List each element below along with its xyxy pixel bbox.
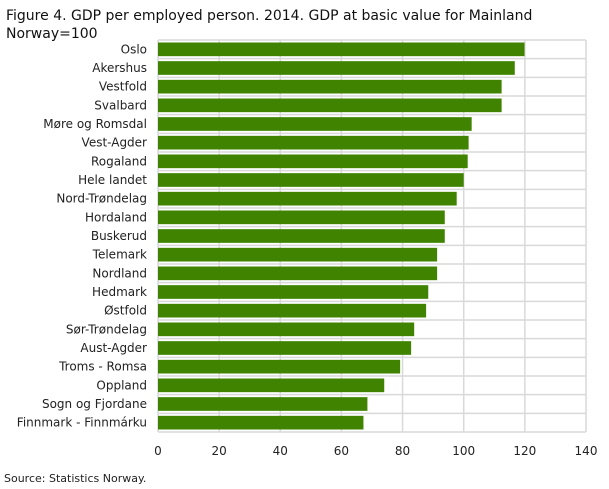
bar-nord-trøndelag bbox=[158, 191, 457, 206]
x-tick-label: 0 bbox=[154, 444, 162, 458]
category-label: Møre og Romsdal bbox=[43, 117, 147, 131]
x-tick-label: 140 bbox=[575, 444, 598, 458]
chart-title: Figure 4. GDP per employed person. 2014.… bbox=[6, 8, 533, 42]
category-label: Vest-Agder bbox=[82, 136, 148, 150]
bar-aust-agder bbox=[158, 341, 412, 355]
bar-oslo bbox=[158, 42, 525, 57]
category-label: Nordland bbox=[92, 266, 147, 280]
category-label: Hordaland bbox=[85, 210, 147, 224]
category-label: Oslo bbox=[121, 42, 147, 56]
bar-vestfold bbox=[158, 79, 502, 94]
bar-hordaland bbox=[158, 210, 445, 225]
category-label: Sør-Trøndelag bbox=[66, 322, 147, 336]
bar-sogn-og-fjordane bbox=[158, 397, 368, 411]
bar-rogaland bbox=[158, 154, 468, 169]
category-label: Rogaland bbox=[91, 154, 147, 168]
source-note: Source: Statistics Norway. bbox=[4, 472, 147, 485]
bar-troms-romsa bbox=[158, 359, 401, 374]
category-label: Hele landet bbox=[78, 173, 147, 187]
bar-østfold bbox=[158, 303, 427, 318]
category-label: Vestfold bbox=[99, 80, 147, 94]
bar-hedmark bbox=[158, 285, 429, 299]
x-tick-label: 60 bbox=[334, 444, 349, 458]
category-label: Svalbard bbox=[94, 98, 147, 112]
category-label: Oppland bbox=[96, 378, 147, 392]
x-tick-label: 20 bbox=[212, 444, 227, 458]
bar-hele-landet bbox=[158, 173, 464, 187]
bar-finnmark-finnm-rku bbox=[158, 415, 364, 430]
category-label: Østfold bbox=[104, 304, 147, 318]
bar-møre-og-romsdal bbox=[158, 117, 472, 131]
bar-telemark bbox=[158, 247, 438, 262]
category-label: Buskerud bbox=[91, 229, 147, 243]
x-tick-label: 120 bbox=[513, 444, 536, 458]
x-tick-label: 100 bbox=[452, 444, 475, 458]
bar-buskerud bbox=[158, 229, 445, 243]
category-label: Telemark bbox=[92, 248, 147, 262]
bar-sør-trøndelag bbox=[158, 322, 415, 337]
x-tick-label: 40 bbox=[273, 444, 288, 458]
category-label: Sogn og Fjordane bbox=[42, 397, 147, 411]
bar-vest-agder bbox=[158, 135, 469, 150]
x-tick-label: 80 bbox=[395, 444, 410, 458]
category-label: Troms - Romsa bbox=[58, 360, 147, 374]
bar-oppland bbox=[158, 378, 385, 393]
category-label: Aust-Agder bbox=[80, 341, 147, 355]
category-label: Nord-Trøndelag bbox=[56, 192, 147, 206]
category-label: Akershus bbox=[92, 61, 147, 75]
category-label: Finnmark - Finnmárku bbox=[17, 416, 147, 430]
category-label: Hedmark bbox=[92, 285, 147, 299]
bar-nordland bbox=[158, 266, 438, 281]
bar-akershus bbox=[158, 61, 515, 75]
bar-svalbard bbox=[158, 98, 502, 113]
